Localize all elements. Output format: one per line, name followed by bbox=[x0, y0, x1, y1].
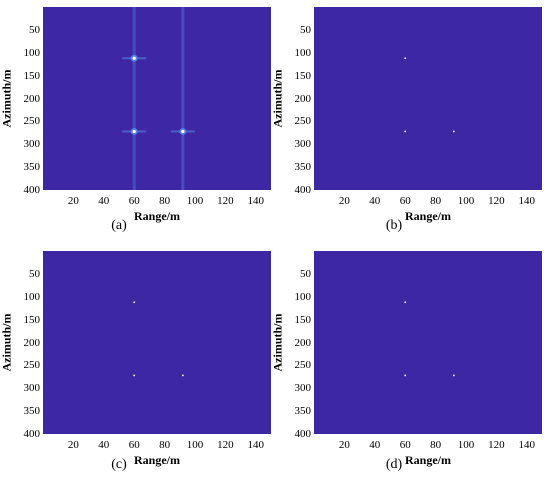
heatmap-svg bbox=[122, 7, 195, 190]
y-tick-label: 150 bbox=[23, 69, 41, 82]
x-axis-label: Range/m bbox=[405, 453, 451, 467]
x-tick-label: 140 bbox=[247, 195, 265, 207]
x-tick-label: 40 bbox=[369, 439, 381, 451]
y-tick-label: 350 bbox=[294, 405, 312, 418]
point-target-1 bbox=[404, 374, 407, 377]
panel-caption: (a) bbox=[111, 218, 127, 233]
panel-caption: (b) bbox=[385, 218, 403, 233]
x-tick-label: 40 bbox=[98, 439, 110, 451]
y-tick-label: 50 bbox=[29, 23, 40, 36]
point-target-0 bbox=[404, 301, 407, 304]
x-tick-label: 80 bbox=[430, 439, 442, 451]
x-tick-label: 100 bbox=[457, 439, 475, 451]
point-target-1 bbox=[404, 130, 407, 133]
panel-caption: (d) bbox=[385, 457, 403, 472]
x-tick-label: 20 bbox=[67, 439, 79, 451]
y-axis-label: Azimuth/m bbox=[0, 69, 14, 127]
y-tick-label: 400 bbox=[23, 184, 41, 196]
x-tick-label: 120 bbox=[488, 195, 505, 207]
heatmap-svg bbox=[404, 301, 455, 377]
y-tick-label: 50 bbox=[29, 267, 40, 280]
point-target-1 bbox=[133, 374, 136, 377]
point-target-1 bbox=[132, 129, 136, 134]
point-target-0 bbox=[133, 301, 136, 304]
x-tick-label: 140 bbox=[247, 439, 265, 451]
y-tick-label: 300 bbox=[294, 138, 312, 151]
y-tick-label: 100 bbox=[294, 290, 312, 303]
x-tick-label: 100 bbox=[186, 195, 204, 207]
point-target-2 bbox=[181, 129, 185, 134]
y-tick-label: 350 bbox=[23, 161, 41, 174]
y-tick-label: 300 bbox=[23, 138, 41, 151]
heatmap-svg bbox=[404, 57, 455, 133]
plot-area bbox=[43, 7, 271, 190]
x-tick-label: 80 bbox=[159, 195, 171, 207]
y-tick-label: 300 bbox=[23, 382, 41, 395]
y-tick-label: 250 bbox=[23, 359, 41, 372]
y-tick-label: 350 bbox=[294, 161, 312, 174]
point-target-2 bbox=[181, 374, 184, 377]
y-tick-label: 200 bbox=[23, 336, 41, 349]
y-tick-label: 100 bbox=[23, 290, 41, 303]
y-tick-label: 150 bbox=[23, 313, 41, 326]
heatmap-svg bbox=[133, 301, 184, 377]
y-tick-label: 200 bbox=[23, 92, 41, 105]
azimuth-sidelobe-0 bbox=[132, 7, 136, 190]
y-tick-label: 250 bbox=[23, 115, 41, 128]
point-target-2 bbox=[452, 130, 455, 133]
y-tick-label: 150 bbox=[294, 313, 312, 326]
x-tick-label: 60 bbox=[128, 195, 140, 207]
plot-area bbox=[314, 7, 542, 190]
x-tick-label: 120 bbox=[217, 195, 234, 207]
y-axis-label: Azimuth/m bbox=[0, 313, 14, 371]
y-tick-label: 200 bbox=[294, 92, 312, 105]
y-tick-label: 400 bbox=[294, 428, 312, 440]
x-tick-label: 40 bbox=[98, 195, 110, 207]
x-tick-label: 80 bbox=[430, 195, 442, 207]
y-tick-label: 50 bbox=[300, 23, 311, 36]
y-axis-label: Azimuth/m bbox=[270, 69, 285, 127]
plot-area bbox=[314, 251, 542, 434]
x-tick-label: 60 bbox=[399, 439, 411, 451]
y-tick-label: 400 bbox=[294, 184, 312, 196]
x-tick-label: 100 bbox=[457, 195, 475, 207]
x-axis-label: Range/m bbox=[405, 209, 451, 223]
x-tick-label: 60 bbox=[128, 439, 140, 451]
azimuth-sidelobe-1 bbox=[181, 7, 185, 190]
point-target-0 bbox=[132, 56, 136, 60]
x-axis-label: Range/m bbox=[134, 209, 180, 223]
y-tick-label: 100 bbox=[23, 46, 41, 59]
x-tick-label: 20 bbox=[338, 439, 350, 451]
y-tick-label: 250 bbox=[294, 359, 312, 372]
y-tick-label: 300 bbox=[294, 382, 312, 395]
y-tick-label: 150 bbox=[294, 69, 312, 82]
x-tick-label: 100 bbox=[186, 439, 204, 451]
y-axis-label: Azimuth/m bbox=[270, 313, 285, 371]
y-tick-label: 250 bbox=[294, 115, 312, 128]
plot-area bbox=[43, 251, 271, 434]
y-tick-label: 50 bbox=[300, 267, 311, 280]
y-tick-label: 350 bbox=[23, 405, 41, 418]
y-tick-label: 400 bbox=[23, 428, 41, 440]
x-tick-label: 140 bbox=[518, 439, 536, 451]
x-tick-label: 80 bbox=[159, 439, 171, 451]
x-tick-label: 140 bbox=[518, 195, 536, 207]
point-target-0 bbox=[404, 57, 407, 60]
x-tick-label: 120 bbox=[217, 439, 234, 451]
x-tick-label: 20 bbox=[338, 195, 350, 207]
x-tick-label: 20 bbox=[67, 195, 79, 207]
point-target-2 bbox=[452, 374, 455, 377]
x-axis-label: Range/m bbox=[134, 453, 180, 467]
y-tick-label: 100 bbox=[294, 46, 312, 59]
x-tick-label: 120 bbox=[488, 439, 505, 451]
x-tick-label: 60 bbox=[399, 195, 411, 207]
panel-caption: (c) bbox=[111, 457, 127, 472]
x-tick-label: 40 bbox=[369, 195, 381, 207]
y-tick-label: 200 bbox=[294, 336, 312, 349]
